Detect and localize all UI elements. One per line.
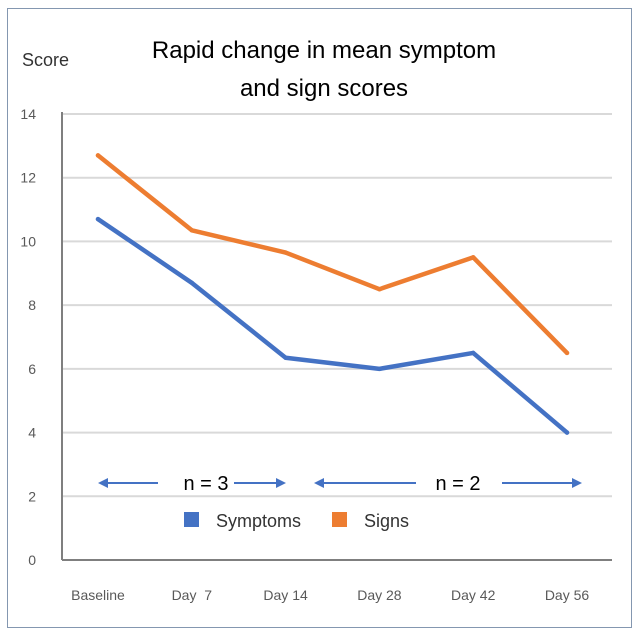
y-tick-label: 2 bbox=[28, 488, 36, 504]
annotation-label: n = 3 bbox=[183, 473, 228, 495]
data-point-symptoms bbox=[564, 430, 570, 435]
chart-title-line-1: Rapid change in mean symptom bbox=[152, 37, 496, 64]
y-tick-label: 12 bbox=[20, 170, 36, 186]
x-tick-label: Day 56 bbox=[545, 587, 590, 603]
x-tick-labels: Baseline Day 7 Day 14 Day 28 Day 42 Day 56 bbox=[71, 587, 589, 603]
data-point-signs bbox=[95, 153, 101, 158]
y-tick-label: 8 bbox=[28, 297, 36, 313]
data-point-signs bbox=[564, 350, 570, 356]
data-point-signs bbox=[471, 255, 476, 260]
x-tick-label: Day 42 bbox=[451, 587, 496, 603]
data-point-symptoms bbox=[377, 366, 382, 372]
grid-layer bbox=[61, 112, 612, 561]
annotation-label: n = 2 bbox=[435, 473, 480, 495]
series-line-signs bbox=[95, 153, 570, 356]
chart-frame bbox=[7, 8, 632, 628]
x-tick-label: Baseline bbox=[71, 587, 125, 603]
data-point-symptoms bbox=[283, 355, 288, 360]
legend-swatch-signs bbox=[332, 512, 347, 527]
chart-title-line-2: and sign scores bbox=[240, 75, 408, 102]
data-point-symptoms bbox=[471, 350, 476, 356]
data-point-symptoms bbox=[95, 216, 101, 222]
legend-swatch-symptoms bbox=[184, 512, 199, 527]
y-tick-label: 14 bbox=[20, 106, 36, 122]
data-point-signs bbox=[283, 250, 288, 255]
x-tick-label: Day 28 bbox=[357, 587, 402, 603]
annotation-layer: n = 3 n = 2 bbox=[98, 473, 582, 495]
y-tick-label: 10 bbox=[20, 233, 36, 249]
data-point-signs bbox=[377, 287, 382, 292]
y-tick-label: 0 bbox=[28, 552, 36, 568]
legend: Symptoms Signs bbox=[184, 511, 409, 531]
y-tick-labels: 0 2 4 6 8 10 12 14 bbox=[20, 106, 36, 568]
y-tick-label: 6 bbox=[28, 361, 36, 377]
series-line-symptoms bbox=[95, 216, 570, 435]
x-tick-label: Day 7 bbox=[172, 587, 213, 603]
legend-label-symptoms: Symptoms bbox=[216, 511, 301, 531]
y-tick-label: 4 bbox=[28, 425, 36, 441]
x-tick-label: Day 14 bbox=[263, 587, 308, 603]
y-axis-label: Score bbox=[22, 50, 69, 70]
data-point-symptoms bbox=[189, 280, 194, 286]
series-layer bbox=[95, 153, 570, 435]
data-point-signs bbox=[189, 228, 194, 233]
legend-label-signs: Signs bbox=[364, 511, 409, 531]
